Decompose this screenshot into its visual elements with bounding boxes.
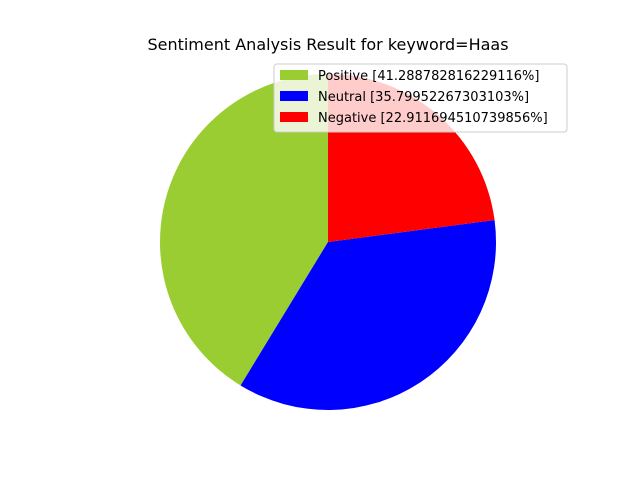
legend-swatch-2	[280, 91, 308, 101]
legend: Positive [41.288782816229116%] Neutral [3…	[273, 63, 568, 133]
legend-label-1: Positive [41.288782816229116%]	[318, 69, 539, 84]
pie-slice-2	[240, 220, 496, 410]
chart-title: Sentiment Analysis Result for keyword=Ha…	[147, 35, 508, 54]
legend-label-3: Negative [22.911694510739856%]	[318, 111, 548, 126]
legend-label-2: Neutral [35.79952267303103%]	[318, 90, 529, 105]
legend-swatch-1	[280, 70, 308, 80]
legend-swatch-3	[280, 112, 308, 122]
pie-slices	[160, 74, 496, 410]
legend-frame	[273, 63, 568, 133]
pie-slice-1	[160, 74, 328, 386]
